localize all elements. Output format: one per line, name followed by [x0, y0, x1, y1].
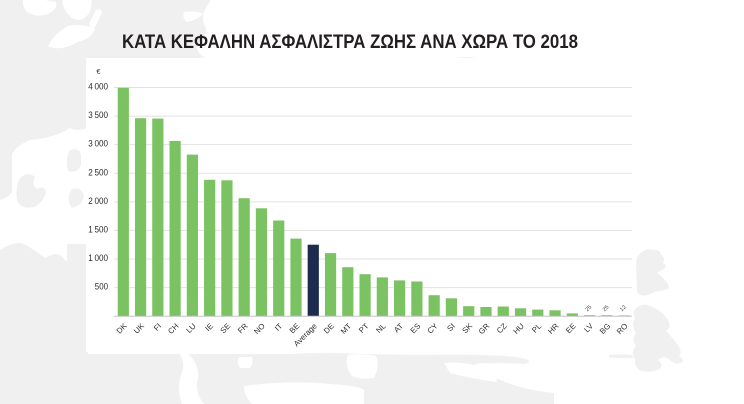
- svg-text:1 500: 1 500: [88, 224, 108, 235]
- svg-text:FI: FI: [152, 322, 163, 333]
- svg-text:1 000: 1 000: [88, 253, 108, 264]
- svg-text:4 000: 4 000: [88, 81, 108, 92]
- svg-text:500: 500: [95, 282, 108, 293]
- svg-text:12: 12: [619, 305, 628, 314]
- svg-text:€: €: [96, 67, 101, 76]
- svg-text:ΚΑΤΑ ΚΕΦΑΛΗΝ ΑΣΦΑΛΙΣΤΡΑ ΖΩΗΣ Α: ΚΑΤΑ ΚΕΦΑΛΗΝ ΑΣΦΑΛΙΣΤΡΑ ΖΩΗΣ ΑΝΑ ΧΩΡΑ ΤΟ…: [122, 32, 578, 53]
- svg-text:IE: IE: [203, 322, 215, 334]
- svg-text:3 000: 3 000: [88, 139, 108, 150]
- svg-text:2 000: 2 000: [88, 196, 108, 207]
- svg-text:25: 25: [585, 305, 594, 314]
- svg-text:2 500: 2 500: [88, 167, 108, 178]
- svg-text:3 500: 3 500: [88, 110, 108, 121]
- svg-text:25: 25: [602, 305, 611, 314]
- svg-text:SI: SI: [445, 322, 457, 334]
- svg-text:IT: IT: [273, 321, 284, 332]
